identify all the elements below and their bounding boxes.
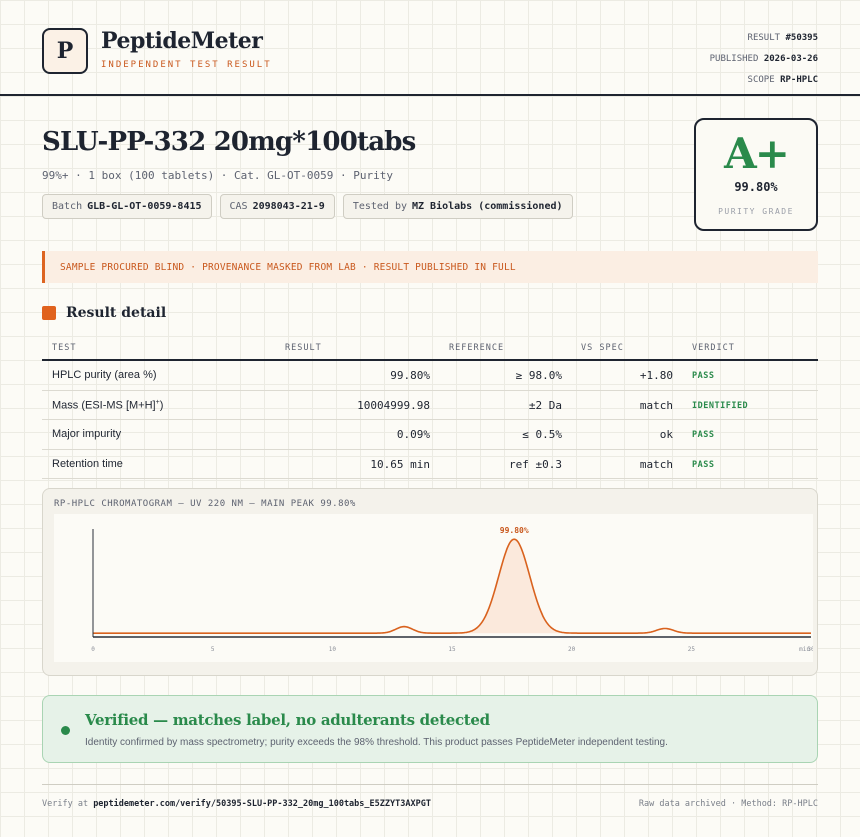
brand-subtitle: INDEPENDENT TEST RESULT [101, 60, 272, 70]
logo: P [42, 28, 88, 74]
x-tick-label: 30 [807, 646, 813, 653]
cell-verdict: PASS [692, 371, 715, 381]
header-result: RESULT [285, 343, 322, 353]
verified-title: Verified — matches label, no adulterants… [85, 711, 490, 729]
result-meta: RESULT #50395 PUBLISHED 2026-03-26 SCOPE… [710, 28, 818, 91]
provenance-banner: SAMPLE PROCURED BLIND · PROVENANCE MASKE… [42, 251, 818, 283]
section-title: Result detail [66, 305, 167, 321]
product-chips: Batch GLB-GL-OT-0059-8415 CAS 2098043-21-9… [42, 194, 573, 219]
result-table: TEST RESULT REFERENCE VS SPEC VERDICT HP… [42, 337, 818, 479]
cell-vs-spec: ok [659, 428, 673, 441]
x-tick-label: 5 [211, 646, 215, 653]
cell-result: 10004999.98 [357, 398, 430, 412]
header-reference: REFERENCE [449, 343, 505, 353]
batch-chip: Batch GLB-GL-OT-0059-8415 [42, 194, 212, 219]
page-header: P PeptideMeter INDEPENDENT TEST RESULT R… [0, 0, 860, 96]
cell-reference: ref ±0.3 [509, 457, 562, 471]
table-row: Major impurity 0.09% ≤ 0.5% ok PASS [42, 420, 818, 450]
header-verdict: VERDICT [692, 343, 735, 353]
table-row: Mass (ESI-MS [M+H]+) 10004999.98 ±2 Da m… [42, 391, 818, 420]
cell-reference: ≤ 0.5% [522, 428, 562, 441]
chart-title: RP-HPLC CHROMATOGRAM — UV 220 NM — MAIN … [54, 499, 356, 509]
chromatogram-plot: 0 5 10 15 20 25 30 min 99.80% [54, 514, 813, 662]
section-marker-icon [42, 306, 56, 320]
cell-result: 99.80% [390, 369, 430, 382]
verified-description: Identity confirmed by mass spectrometry;… [85, 737, 668, 748]
peak-fill [467, 539, 561, 634]
grade-label: PURITY GRADE [718, 207, 794, 216]
cell-test: Major impurity [52, 428, 122, 440]
verified-dot-icon [61, 726, 70, 735]
x-tick-label: 15 [448, 646, 456, 653]
cell-reference: ±2 Da [528, 398, 562, 412]
cell-result: 0.09% [396, 428, 430, 441]
chromatogram-card: RP-HPLC CHROMATOGRAM — UV 220 NM — MAIN … [42, 488, 818, 676]
table-row: Retention time 10.65 min ref ±0.3 match … [42, 450, 818, 479]
table-header: TEST RESULT REFERENCE VS SPEC VERDICT [42, 337, 818, 361]
cell-verdict: PASS [692, 430, 715, 440]
meta-scope: SCOPE RP-HPLC [747, 75, 818, 85]
cell-vs-spec: match [639, 457, 673, 471]
cell-vs-spec: match [639, 398, 673, 412]
table-row: HPLC purity (area %) 99.80% ≥ 98.0% +1.8… [42, 361, 818, 391]
verified-panel: Verified — matches label, no adulterants… [42, 695, 818, 763]
chromatogram-line [93, 538, 811, 634]
cell-result: 10.65 min [370, 457, 430, 471]
cell-test: Mass (ESI-MS [M+H]+) [52, 398, 164, 412]
x-tick-label: 25 [688, 646, 696, 653]
meta-published: PUBLISHED 2026-03-26 [709, 54, 818, 64]
x-tick-label: 20 [568, 646, 576, 653]
cell-test: Retention time [52, 457, 123, 470]
section-heading: Result detail [42, 305, 166, 321]
product-title: SLU-PP-332 20mg*100tabs [42, 127, 416, 157]
cell-test: HPLC purity (area %) [52, 369, 157, 381]
verify-link[interactable]: peptidemeter.com/verify/50395-SLU-PP-332… [93, 799, 431, 809]
cell-reference: ≥ 98.0% [515, 369, 562, 382]
footer-method: Raw data archived · Method: RP-HPLC [638, 799, 818, 809]
x-tick-label: 10 [329, 646, 337, 653]
cell-verdict: PASS [692, 459, 715, 470]
tested-by-chip: Tested by MZ Biolabs (commissioned) [342, 194, 573, 219]
brand-name: PeptideMeter [101, 28, 263, 54]
purity-grade-card: A+ 99.80% PURITY GRADE [694, 118, 818, 231]
grade-letter: A+ [724, 129, 790, 178]
header-vs-spec: VS SPEC [581, 343, 624, 353]
x-unit-label: min [799, 646, 810, 653]
cell-vs-spec: +1.80 [639, 369, 673, 382]
footer-verify: Verify at peptidemeter.com/verify/50395-… [42, 799, 431, 809]
product-subtitle: 99%+ · 1 box (100 tablets) · Cat. GL-OT-… [42, 169, 393, 182]
header-test: TEST [52, 343, 77, 353]
footer-divider [42, 784, 818, 785]
cas-chip: CAS 2098043-21-9 [219, 194, 335, 219]
x-tick-label: 0 [91, 646, 95, 653]
peak-annotation: 99.80% [500, 526, 529, 535]
meta-result: RESULT #50395 [747, 33, 818, 43]
grade-value: 99.80% [734, 180, 778, 194]
cell-verdict: IDENTIFIED [692, 400, 749, 411]
